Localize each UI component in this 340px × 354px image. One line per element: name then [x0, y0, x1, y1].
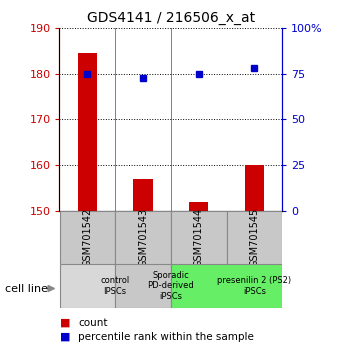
Text: GSM701544: GSM701544 — [194, 207, 204, 267]
Bar — [115, 211, 171, 264]
Bar — [115, 264, 171, 308]
Title: GDS4141 / 216506_x_at: GDS4141 / 216506_x_at — [87, 11, 255, 24]
Text: cell line: cell line — [5, 284, 48, 293]
Bar — [133, 179, 153, 211]
Bar — [59, 264, 115, 308]
Bar — [244, 165, 264, 211]
Text: count: count — [78, 318, 108, 328]
Text: ■: ■ — [59, 318, 70, 328]
Text: presenilin 2 (PS2)
iPSCs: presenilin 2 (PS2) iPSCs — [217, 276, 291, 296]
Text: GSM701542: GSM701542 — [82, 207, 92, 267]
Bar — [171, 264, 282, 308]
Bar — [189, 201, 208, 211]
Text: GSM701545: GSM701545 — [249, 207, 259, 267]
Bar — [78, 53, 97, 211]
Bar — [59, 211, 115, 264]
Text: ■: ■ — [59, 332, 70, 342]
Bar — [171, 211, 226, 264]
Text: Sporadic
PD-derived
iPSCs: Sporadic PD-derived iPSCs — [148, 271, 194, 301]
Bar — [226, 211, 282, 264]
Text: control
IPSCs: control IPSCs — [101, 276, 130, 296]
Text: percentile rank within the sample: percentile rank within the sample — [78, 332, 254, 342]
Text: GSM701543: GSM701543 — [138, 207, 148, 267]
